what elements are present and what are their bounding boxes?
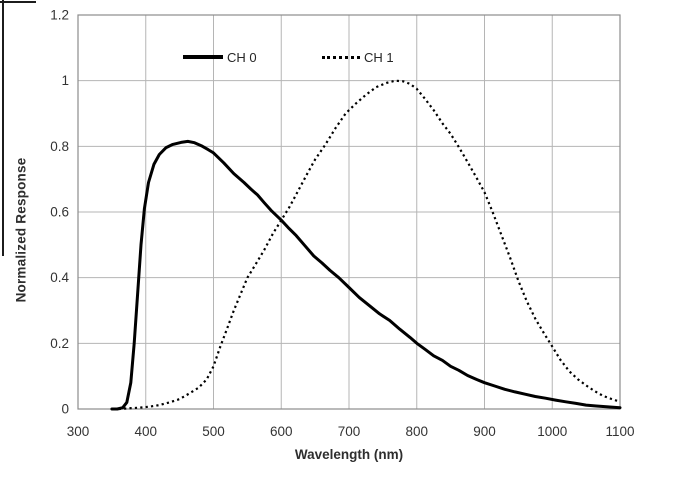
ch0-solid-line-swatch bbox=[183, 55, 223, 59]
x-tick-label: 600 bbox=[270, 424, 293, 439]
y-tick-label: 1 bbox=[61, 73, 69, 88]
x-tick-label: 400 bbox=[134, 424, 157, 439]
ch1-dotted-line-swatch bbox=[322, 55, 360, 59]
x-axis-title: Wavelength (nm) bbox=[294, 447, 404, 462]
y-tick-label: 1.2 bbox=[50, 8, 69, 23]
x-tick-label: 1000 bbox=[537, 424, 567, 439]
x-tick-label: 300 bbox=[67, 424, 90, 439]
y-tick-label: 0.4 bbox=[50, 270, 69, 285]
x-tick-label: 800 bbox=[405, 424, 428, 439]
y-tick-label: 0.6 bbox=[50, 205, 69, 220]
y-tick-label: 0.8 bbox=[50, 139, 69, 154]
curve-ch1 bbox=[118, 79, 621, 411]
page-border-left bbox=[2, 0, 4, 256]
x-tick-label: 500 bbox=[202, 424, 225, 439]
page-border-top bbox=[0, 1, 36, 3]
curve-ch0 bbox=[110, 139, 622, 411]
y-tick-label: 0.2 bbox=[50, 336, 69, 351]
legend-item-ch1: CH 1 bbox=[322, 49, 394, 65]
x-tick-label: 1100 bbox=[605, 424, 634, 439]
x-tick-label: 700 bbox=[338, 424, 361, 439]
y-tick-label: 0 bbox=[61, 402, 69, 417]
legend-label-ch1: CH 1 bbox=[364, 49, 394, 65]
plot-border bbox=[77, 14, 621, 410]
legend-label-ch0: CH 0 bbox=[227, 49, 257, 65]
y-axis-title: Normalized Response bbox=[13, 157, 29, 303]
legend-item-ch0: CH 0 bbox=[183, 49, 257, 65]
x-tick-label: 900 bbox=[473, 424, 496, 439]
